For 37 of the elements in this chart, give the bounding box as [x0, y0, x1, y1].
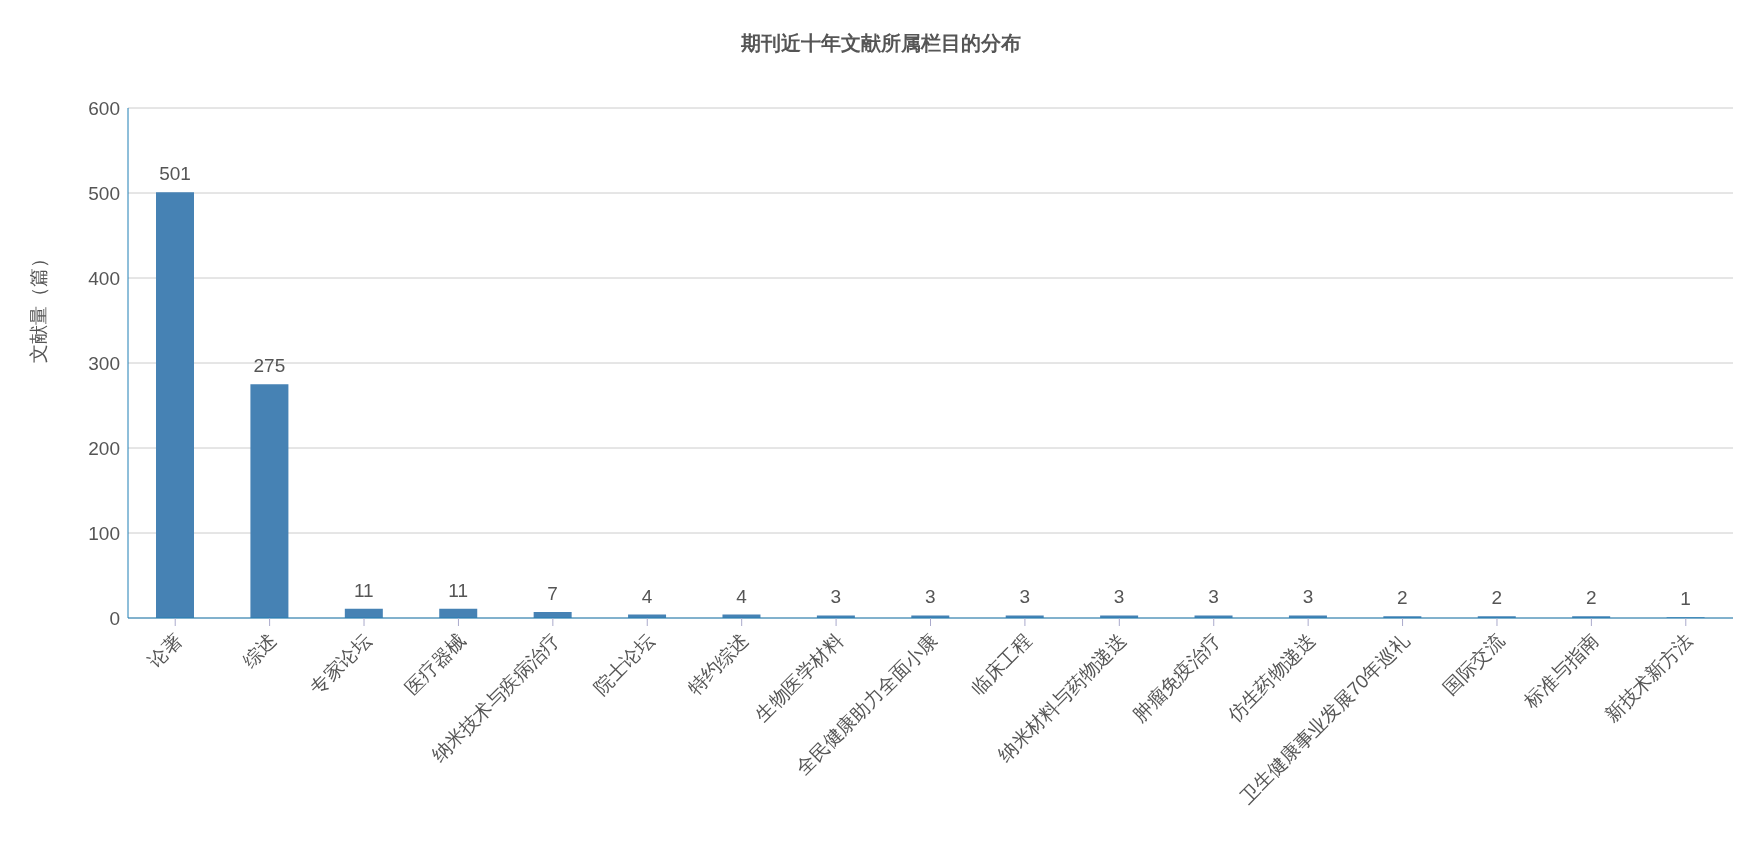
x-tick-label: 国际交流	[1439, 629, 1508, 699]
data-label: 3	[1208, 586, 1219, 608]
data-label: 3	[925, 586, 936, 608]
data-label: 3	[1113, 586, 1125, 608]
y-axis-title: 文献量（篇）	[27, 249, 49, 363]
data-label: 2	[1585, 587, 1597, 609]
data-label: 3	[1019, 586, 1030, 608]
data-label: 2	[1491, 587, 1503, 609]
x-tick-label: 论著	[144, 629, 187, 672]
x-tick-label: 医疗器械	[400, 629, 470, 699]
x-tick-label: 专家论坛	[306, 629, 375, 699]
data-label: 1	[1680, 588, 1691, 610]
x-tick-label: 标准与指南	[1519, 629, 1603, 713]
x-tick-label: 临床工程	[967, 629, 1036, 699]
y-tick-label: 500	[88, 182, 120, 204]
data-label: 11	[448, 579, 469, 601]
data-label: 4	[641, 585, 653, 607]
y-tick-label: 600	[88, 97, 120, 119]
data-label: 275	[253, 355, 286, 377]
data-label: 501	[159, 163, 191, 185]
y-tick-label: 200	[88, 437, 120, 459]
data-label: 3	[830, 586, 842, 608]
chart-title: 期刊近十年文献所属栏目的分布	[739, 31, 1022, 56]
y-tick-label: 100	[88, 522, 120, 544]
x-tick-label: 特约综述	[683, 629, 753, 699]
data-label: 7	[547, 583, 558, 605]
data-label: 11	[353, 579, 374, 601]
x-tick-label: 综述	[238, 629, 281, 672]
data-label: 4	[736, 585, 748, 607]
data-label: 3	[1302, 586, 1314, 608]
data-label: 2	[1397, 587, 1408, 609]
x-tick-label: 肿瘤免疫治疗	[1129, 629, 1225, 726]
y-tick-label: 400	[88, 267, 120, 289]
x-tick-label: 新技术新方法	[1601, 629, 1697, 726]
x-tick-label: 院士论坛	[589, 629, 659, 699]
y-tick-label: 0	[109, 607, 120, 629]
y-tick-label: 300	[88, 352, 120, 374]
